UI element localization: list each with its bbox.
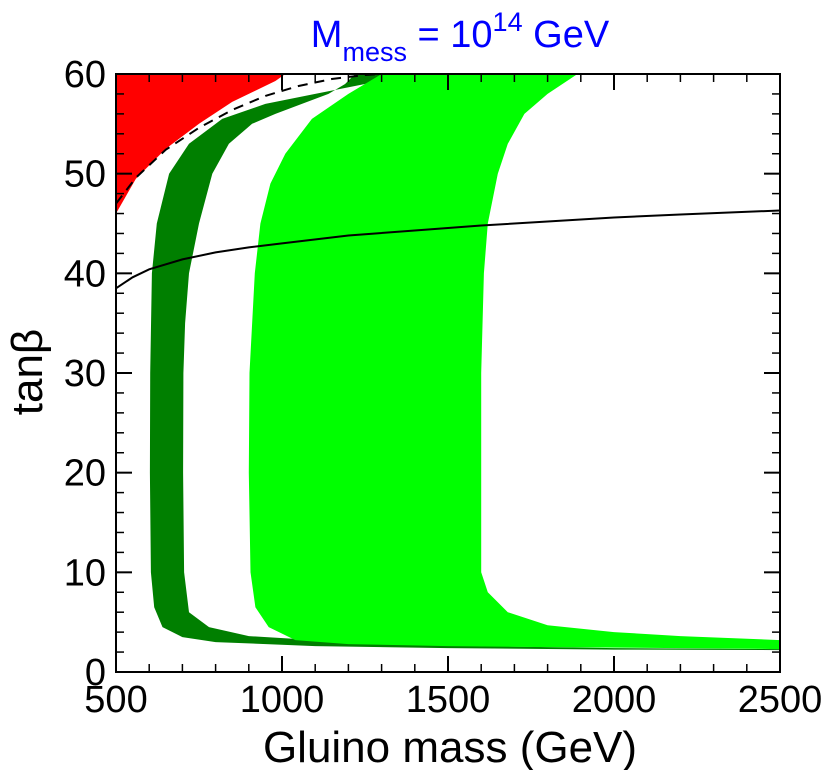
title-unit: GeV bbox=[523, 14, 610, 56]
chart-title: Mmess = 1014 GeV bbox=[311, 7, 610, 67]
plot-frame bbox=[115, 73, 781, 673]
light-green-band bbox=[248, 74, 780, 650]
y-tick-label: 50 bbox=[64, 154, 106, 196]
regions-layer bbox=[116, 74, 780, 651]
y-tick-label: 40 bbox=[64, 253, 106, 295]
x-tick-label: 500 bbox=[84, 679, 147, 721]
title-subscript: mess bbox=[342, 37, 407, 67]
x-tick-label: 1500 bbox=[406, 679, 491, 721]
title-equals: = 10 bbox=[407, 14, 493, 56]
title-main: M bbox=[311, 14, 343, 56]
x-tick-label: 2500 bbox=[738, 679, 823, 721]
y-axis-label: tanβ bbox=[3, 329, 52, 415]
y-tick-label: 0 bbox=[85, 652, 106, 694]
y-tick-label: 10 bbox=[64, 552, 106, 594]
excluded-region bbox=[116, 74, 286, 214]
y-tick-label: 20 bbox=[64, 453, 106, 495]
y-tick-label: 30 bbox=[64, 353, 106, 395]
solid-boundary-line bbox=[116, 209, 780, 290]
x-axis-label: Gluino mass (GeV) bbox=[263, 723, 637, 770]
x-tick-label: 1000 bbox=[240, 679, 325, 721]
title-superscript: 14 bbox=[493, 7, 523, 37]
x-tick-label: 2000 bbox=[572, 679, 657, 721]
y-tick-label: 60 bbox=[64, 54, 106, 96]
dark-green-band bbox=[149, 74, 780, 651]
